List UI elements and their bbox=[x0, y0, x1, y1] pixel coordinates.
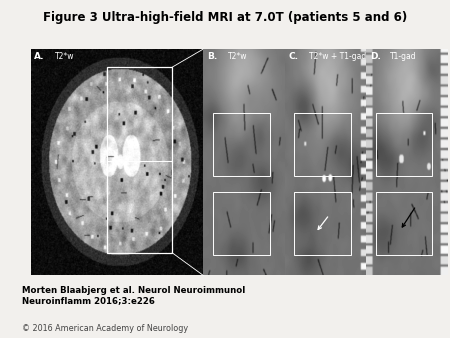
Text: Morten Blaabjerg et al. Neurol Neuroimmunol
Neuroinflamm 2016;3:e226: Morten Blaabjerg et al. Neurol Neuroimmu… bbox=[22, 286, 246, 305]
Bar bbox=[213, 192, 270, 256]
Text: T1-gad: T1-gad bbox=[390, 52, 417, 62]
Text: © 2016 American Academy of Neurology: © 2016 American Academy of Neurology bbox=[22, 324, 189, 333]
Text: T2*w: T2*w bbox=[228, 52, 247, 62]
Bar bbox=[294, 113, 351, 176]
Bar bbox=[376, 192, 432, 256]
Bar bbox=[294, 192, 351, 256]
Text: A.: A. bbox=[34, 52, 45, 62]
Bar bbox=[213, 113, 270, 176]
Text: B.: B. bbox=[207, 52, 218, 62]
Text: D.: D. bbox=[370, 52, 381, 62]
Text: T2*w + T1-gad: T2*w + T1-gad bbox=[309, 52, 366, 62]
Text: T2*w: T2*w bbox=[55, 52, 74, 62]
Text: C.: C. bbox=[288, 52, 298, 62]
Text: Figure 3 Ultra-high-field MRI at 7.0T (patients 5 and 6): Figure 3 Ultra-high-field MRI at 7.0T (p… bbox=[43, 11, 407, 24]
Bar bbox=[376, 113, 432, 176]
Bar bbox=[107, 67, 172, 253]
